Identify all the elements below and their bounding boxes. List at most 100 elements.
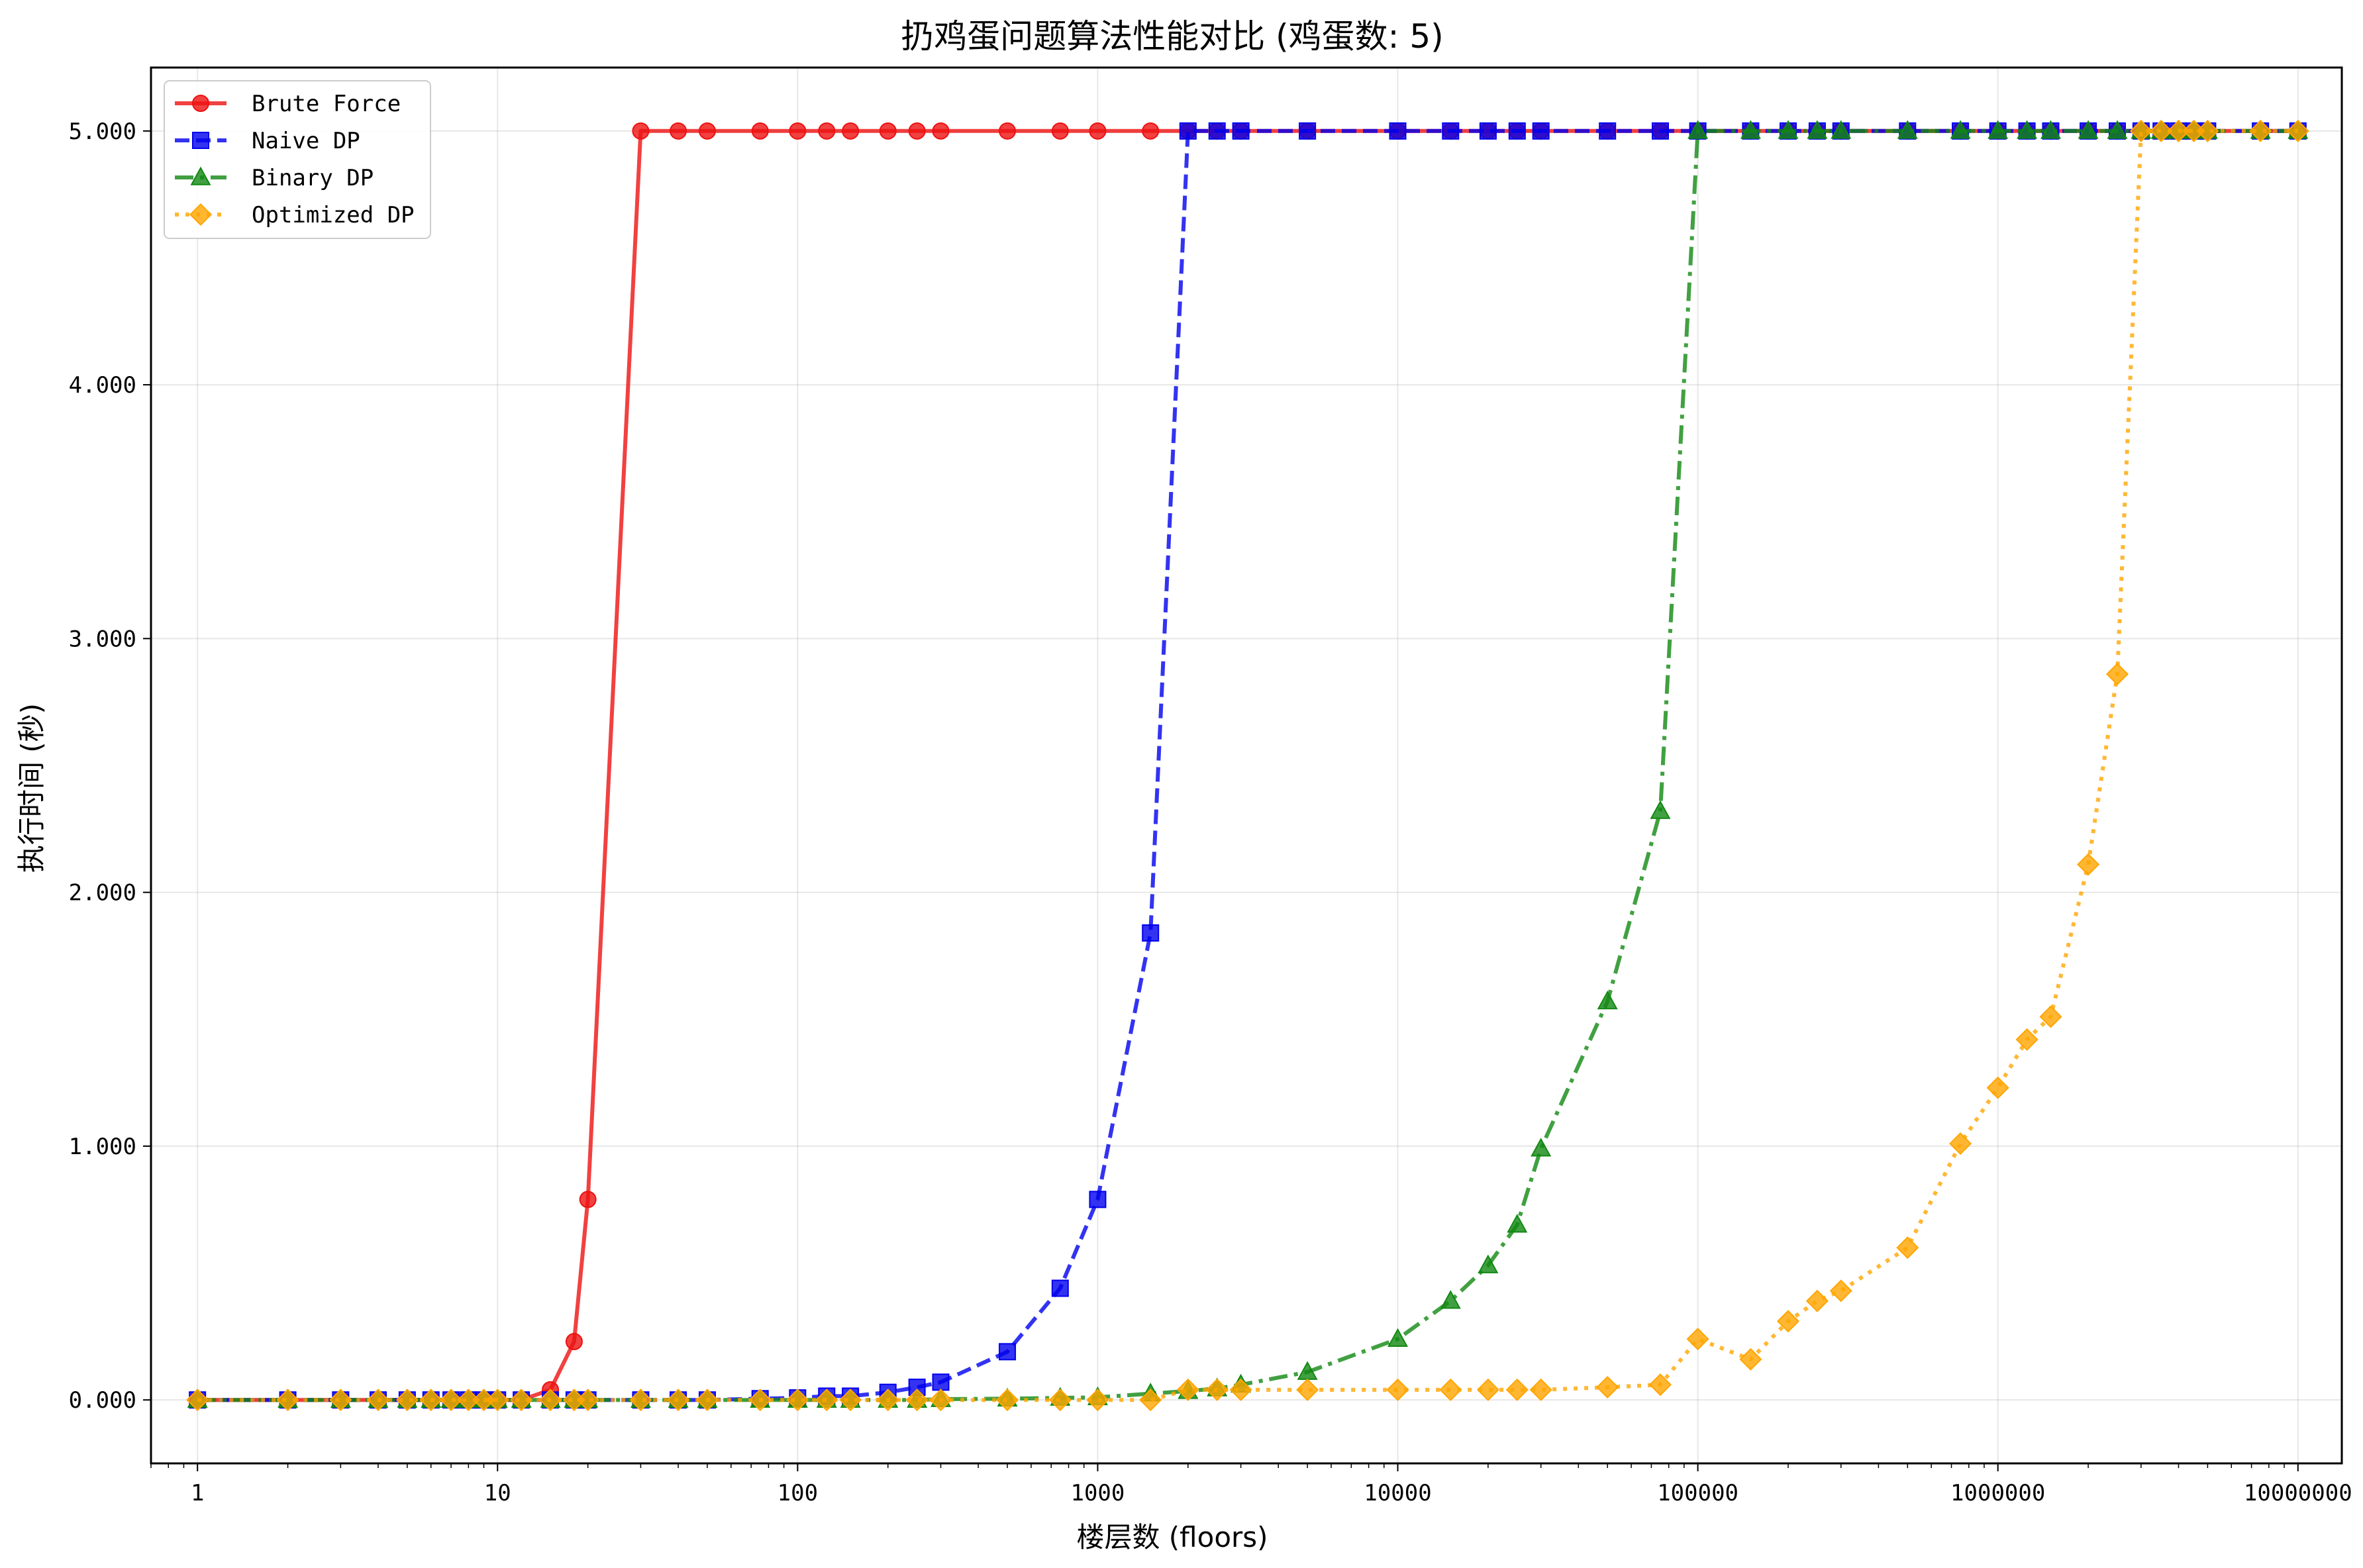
- data-point-diamond: [1176, 1378, 1199, 1401]
- data-point-square: [1208, 122, 1226, 140]
- data-point-diamond: [510, 1389, 533, 1412]
- data-point-square: [1179, 122, 1197, 140]
- data-point-diamond: [576, 1389, 599, 1412]
- x-tick-label: 100000: [1657, 1480, 1738, 1506]
- data-point-diamond: [395, 1389, 419, 1412]
- data-point-circle: [632, 122, 650, 140]
- data-point-diamond: [1986, 1076, 2009, 1099]
- data-point-diamond: [786, 1389, 809, 1412]
- data-point-diamond: [1896, 1236, 1919, 1259]
- data-point-diamond: [419, 1389, 442, 1412]
- data-point-diamond: [1505, 1378, 1529, 1401]
- data-point-diamond: [2196, 119, 2219, 142]
- data-point-circle: [789, 122, 807, 140]
- data-point-diamond: [876, 1389, 899, 1412]
- y-tick-label: 0.000: [69, 1387, 136, 1414]
- data-point-square: [1051, 1279, 1069, 1297]
- data-point-diamond: [1829, 1279, 1852, 1302]
- data-point-square: [1089, 1191, 1107, 1208]
- legend-label: Brute Force: [252, 91, 401, 117]
- data-point-circle: [818, 122, 836, 140]
- data-point-square: [1299, 122, 1317, 140]
- data-point-diamond: [1476, 1378, 1499, 1401]
- data-point-square: [999, 1343, 1017, 1361]
- data-point-circle: [698, 122, 716, 140]
- x-tick-label: 10: [484, 1480, 511, 1506]
- data-point-diamond: [539, 1389, 562, 1412]
- data-point-triangle: [1597, 990, 1618, 1010]
- data-point-circle: [1142, 122, 1160, 140]
- legend-label: Binary DP: [252, 165, 374, 191]
- data-point-circle: [1089, 122, 1107, 140]
- data-point-diamond: [2129, 119, 2152, 142]
- data-point-circle: [842, 122, 860, 140]
- legend-box: [164, 80, 431, 239]
- data-point-square: [1232, 122, 1250, 140]
- data-point-diamond: [1648, 1373, 1672, 1396]
- y-tick-label: 3.000: [69, 626, 136, 652]
- data-point-diamond: [905, 1389, 929, 1412]
- data-point-diamond: [486, 1389, 509, 1412]
- data-point-triangle: [2017, 120, 2038, 139]
- data-point-triangle: [2078, 120, 2099, 139]
- data-point-triangle: [1950, 120, 1971, 139]
- data-point-circle: [670, 122, 687, 140]
- data-point-square: [1652, 122, 1670, 140]
- data-point-triangle: [1440, 1290, 1461, 1309]
- data-point-diamond: [2249, 119, 2272, 142]
- y-tick-label: 5.000: [69, 119, 136, 145]
- data-point-circle: [999, 122, 1017, 140]
- data-point-diamond: [189, 203, 213, 226]
- data-point-circle: [751, 122, 769, 140]
- data-point-diamond: [1949, 1132, 1972, 1155]
- data-point-diamond: [1296, 1378, 1319, 1401]
- data-point-diamond: [2077, 853, 2100, 876]
- data-point-diamond: [2039, 1005, 2062, 1028]
- data-point-circle: [565, 1333, 583, 1351]
- x-tick-label: 10000: [1364, 1480, 1431, 1506]
- data-point-diamond: [1086, 1389, 1109, 1412]
- data-point-square: [932, 1373, 950, 1391]
- series-line: [197, 128, 2298, 1402]
- x-tick-label: 100: [778, 1480, 818, 1506]
- data-point-square: [1389, 122, 1407, 140]
- data-point-circle: [932, 122, 950, 140]
- y-axis-label: 执行时间 (秒): [15, 703, 48, 873]
- y-tick-label: 1.000: [69, 1134, 136, 1160]
- data-point-square: [192, 132, 209, 149]
- data-point-triangle: [1687, 120, 1709, 139]
- data-point-square: [1508, 122, 1526, 140]
- data-point-diamond: [440, 1389, 463, 1412]
- data-point-diamond: [1739, 1348, 1762, 1371]
- data-point-circle: [1051, 122, 1069, 140]
- data-point-circle: [879, 122, 897, 140]
- data-point-square: [1599, 122, 1617, 140]
- data-point-diamond: [1805, 1289, 1829, 1312]
- chart-title: 扔鸡蛋问题算法性能对比 (鸡蛋数: 5): [901, 17, 1443, 56]
- data-point-diamond: [1139, 1389, 1162, 1412]
- data-point-diamond: [1439, 1378, 1462, 1401]
- data-point-circle: [192, 95, 209, 112]
- x-tick-label: 1000000: [1950, 1480, 2045, 1506]
- data-point-diamond: [695, 1389, 719, 1412]
- data-point-diamond: [2167, 119, 2190, 142]
- legend-label: Optimized DP: [252, 202, 415, 228]
- x-tick-label: 1000: [1070, 1480, 1125, 1506]
- data-point-diamond: [2150, 119, 2173, 142]
- data-point-triangle: [1897, 120, 1918, 139]
- data-point-triangle: [2107, 120, 2128, 139]
- data-point-diamond: [1529, 1378, 1552, 1401]
- data-point-triangle: [190, 166, 211, 185]
- data-point-triangle: [1778, 120, 1799, 139]
- data-point-diamond: [2105, 663, 2129, 686]
- y-tick-label: 2.000: [69, 880, 136, 906]
- data-point-triangle: [1387, 1328, 1409, 1347]
- x-tick-label: 1: [191, 1480, 204, 1506]
- data-point-diamond: [186, 1389, 209, 1412]
- data-point-diamond: [2015, 1028, 2038, 1051]
- data-point-diamond: [2286, 119, 2309, 142]
- data-point-triangle: [1807, 120, 1828, 139]
- data-point-diamond: [996, 1389, 1019, 1412]
- data-point-diamond: [329, 1389, 352, 1412]
